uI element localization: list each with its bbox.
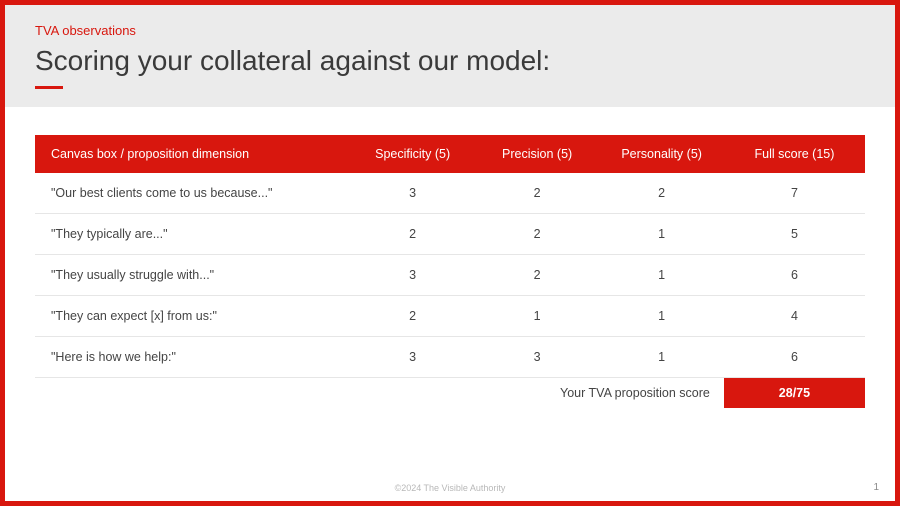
cell-personality: 2 [599, 173, 724, 214]
table-header-row: Canvas box / proposition dimension Speci… [35, 135, 865, 173]
cell-personality: 1 [599, 295, 724, 336]
cell-specificity: 2 [350, 295, 475, 336]
table-row: "Our best clients come to us because..."… [35, 173, 865, 214]
page-number: 1 [873, 482, 879, 493]
cell-specificity: 3 [350, 173, 475, 214]
table-row: "Here is how we help:" 3 3 1 6 [35, 336, 865, 377]
table-row: "They can expect [x] from us:" 2 1 1 4 [35, 295, 865, 336]
cell-personality: 1 [599, 213, 724, 254]
cell-label: "They typically are..." [35, 213, 350, 254]
cell-full: 5 [724, 213, 865, 254]
cell-label: "They can expect [x] from us:" [35, 295, 350, 336]
cell-precision: 2 [475, 173, 600, 214]
cell-personality: 1 [599, 336, 724, 377]
cell-label: "They usually struggle with..." [35, 254, 350, 295]
col-specificity: Specificity (5) [350, 135, 475, 173]
slide-header: TVA observations Scoring your collateral… [5, 5, 895, 107]
title-underline [35, 86, 63, 89]
cell-full: 6 [724, 336, 865, 377]
eyebrow-text: TVA observations [35, 23, 865, 38]
cell-specificity: 3 [350, 336, 475, 377]
cell-full: 6 [724, 254, 865, 295]
cell-precision: 2 [475, 254, 600, 295]
cell-label: "Here is how we help:" [35, 336, 350, 377]
col-dimension: Canvas box / proposition dimension [35, 135, 350, 173]
cell-specificity: 2 [350, 213, 475, 254]
cell-precision: 2 [475, 213, 600, 254]
cell-precision: 1 [475, 295, 600, 336]
score-table: Canvas box / proposition dimension Speci… [35, 135, 865, 408]
col-fullscore: Full score (15) [724, 135, 865, 173]
table-row: "They usually struggle with..." 3 2 1 6 [35, 254, 865, 295]
cell-full: 4 [724, 295, 865, 336]
cell-full: 7 [724, 173, 865, 214]
page-title: Scoring your collateral against our mode… [35, 44, 865, 78]
summary-label: Your TVA proposition score [35, 377, 724, 408]
slide: TVA observations Scoring your collateral… [0, 0, 900, 506]
table-row: "They typically are..." 2 2 1 5 [35, 213, 865, 254]
col-personality: Personality (5) [599, 135, 724, 173]
summary-score: 28/75 [724, 377, 865, 408]
col-precision: Precision (5) [475, 135, 600, 173]
footer-copyright: ©2024 The Visible Authority [5, 483, 895, 493]
summary-row: Your TVA proposition score 28/75 [35, 377, 865, 408]
cell-specificity: 3 [350, 254, 475, 295]
slide-body: Canvas box / proposition dimension Speci… [5, 107, 895, 501]
cell-precision: 3 [475, 336, 600, 377]
cell-label: "Our best clients come to us because..." [35, 173, 350, 214]
cell-personality: 1 [599, 254, 724, 295]
